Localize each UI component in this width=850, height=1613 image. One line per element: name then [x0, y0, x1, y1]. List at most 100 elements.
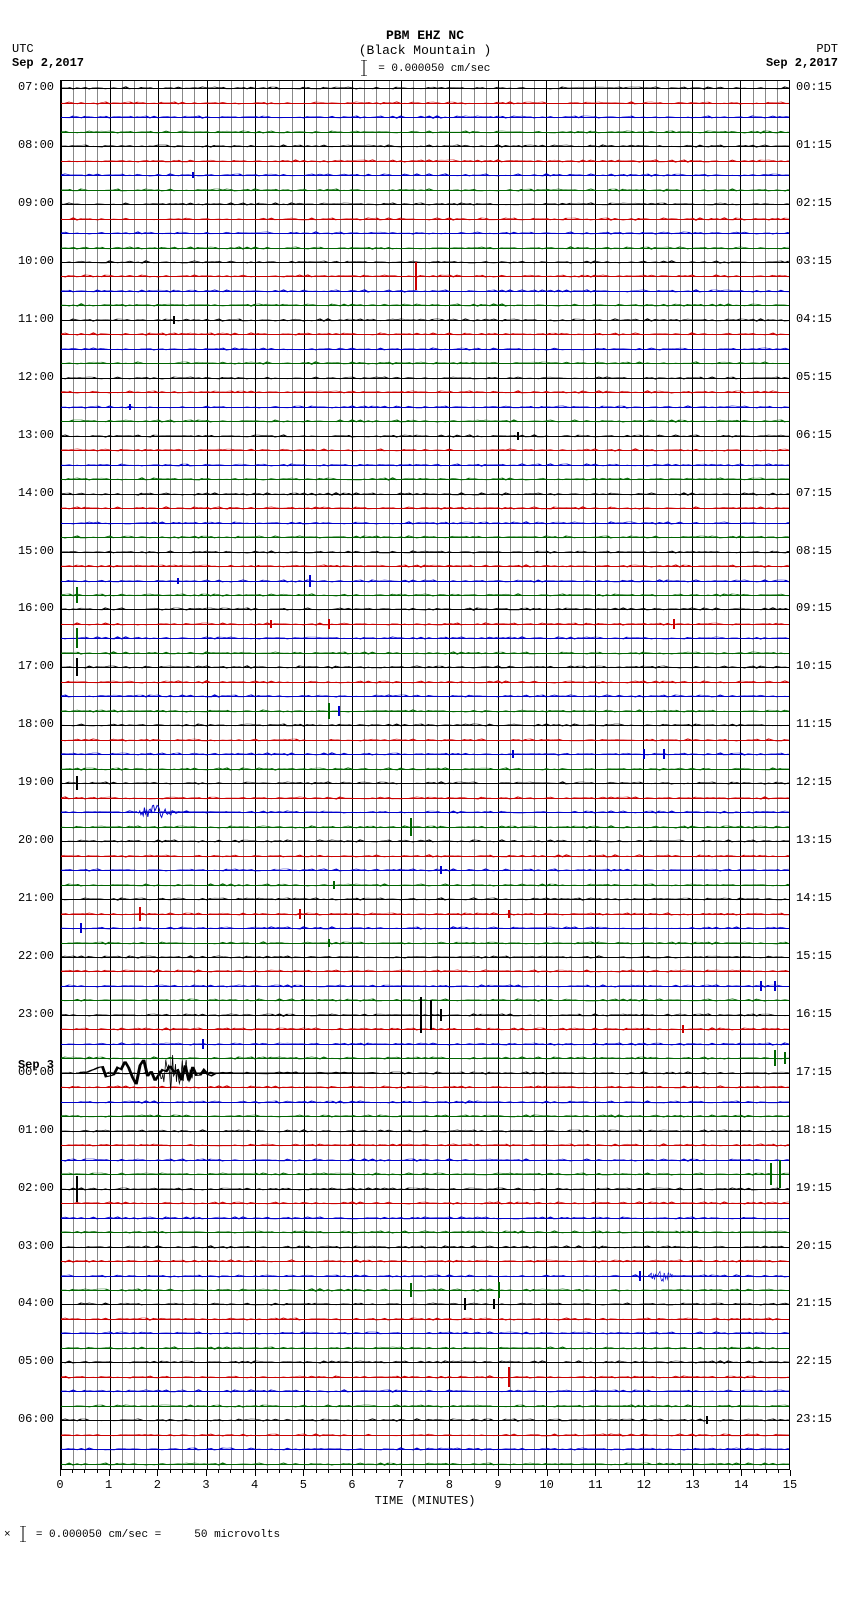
x-tick-label: 12	[637, 1478, 651, 1492]
seismic-spike	[173, 316, 175, 324]
time-label-utc: 01:00	[18, 1123, 54, 1137]
x-tick-label: 9	[494, 1478, 501, 1492]
timezone-left: UTC	[12, 42, 34, 56]
x-tick-label: 7	[397, 1478, 404, 1492]
scale-indicator-top: = 0.000050 cm/sec	[0, 60, 850, 76]
seismic-event	[158, 1045, 236, 1101]
time-label-pdt: 00:15	[796, 80, 832, 94]
time-label-pdt: 11:15	[796, 717, 832, 731]
time-label-pdt: 22:15	[796, 1354, 832, 1368]
time-label-pdt: 23:15	[796, 1412, 832, 1426]
x-tick-label: 8	[446, 1478, 453, 1492]
footer-scale: × = 0.000050 cm/sec = 50 microvolts	[0, 1510, 850, 1550]
time-label-utc: 06:00	[18, 1412, 54, 1426]
seismic-spike	[770, 1163, 772, 1185]
x-tick-label: 15	[783, 1478, 797, 1492]
date-right: Sep 2,2017	[766, 56, 838, 70]
time-label-pdt: 17:15	[796, 1065, 832, 1079]
seismic-spike	[673, 619, 675, 629]
scale-bar-icon	[19, 1526, 27, 1542]
time-label-utc: 21:00	[18, 891, 54, 905]
time-label-utc: 20:00	[18, 833, 54, 847]
seismic-spike	[328, 703, 330, 719]
time-label-pdt: 05:15	[796, 370, 832, 384]
seismic-spike	[706, 1416, 708, 1424]
time-label-utc: 16:00	[18, 601, 54, 615]
date-left: Sep 2,2017	[12, 56, 84, 70]
footer-scale-left: = 0.000050 cm/sec =	[36, 1529, 161, 1541]
x-tick-label: 5	[300, 1478, 307, 1492]
time-label-utc: 03:00	[18, 1239, 54, 1253]
time-label-pdt: 13:15	[796, 833, 832, 847]
seismic-spike	[760, 981, 762, 991]
seismic-spike	[512, 750, 514, 758]
seismic-spike	[76, 1176, 78, 1202]
seismogram-plot	[60, 80, 790, 1470]
station-code: PBM EHZ NC	[0, 28, 850, 43]
time-label-pdt: 10:15	[796, 659, 832, 673]
seismic-spike	[493, 1299, 495, 1309]
time-label-utc: 13:00	[18, 428, 54, 442]
seismic-spike	[430, 1000, 432, 1030]
seismic-spike	[76, 658, 78, 676]
time-label-utc: 18:00	[18, 717, 54, 731]
x-tick-label: 6	[348, 1478, 355, 1492]
seismic-spike	[779, 1160, 781, 1188]
seismic-spike	[299, 909, 301, 919]
time-label-pdt: 20:15	[796, 1239, 832, 1253]
plot-area: 07:0008:0009:0010:0011:0012:0013:0014:00…	[60, 80, 790, 1470]
time-label-utc: 22:00	[18, 949, 54, 963]
seismic-spike	[177, 578, 179, 584]
seismic-spike	[139, 907, 141, 921]
time-label-utc: 12:00	[18, 370, 54, 384]
time-label-pdt: 06:15	[796, 428, 832, 442]
seismic-spike	[464, 1298, 466, 1310]
seismic-spike	[440, 866, 442, 874]
x-tick-label: 11	[588, 1478, 602, 1492]
seismic-spike	[328, 619, 330, 629]
time-label-pdt: 03:15	[796, 254, 832, 268]
time-label-utc: 08:00	[18, 138, 54, 152]
seismic-spike	[517, 432, 519, 440]
seismic-spike	[682, 1025, 684, 1033]
seismic-spike	[639, 1271, 641, 1281]
seismic-spike	[270, 620, 272, 628]
seismic-spike	[420, 997, 422, 1033]
seismic-spike	[508, 910, 510, 918]
timezone-right: PDT	[816, 42, 838, 56]
time-label-pdt: 21:15	[796, 1296, 832, 1310]
time-label-utc: 23:00	[18, 1007, 54, 1021]
time-label-pdt: 01:15	[796, 138, 832, 152]
scale-value-top: = 0.000050 cm/sec	[378, 63, 490, 75]
time-label-utc: 14:00	[18, 486, 54, 500]
time-label-pdt: 14:15	[796, 891, 832, 905]
chart-header: PBM EHZ NC (Black Mountain ) = 0.000050 …	[0, 0, 850, 76]
seismic-spike	[643, 749, 645, 759]
x-tick-label: 3	[202, 1478, 209, 1492]
x-tick-label: 1	[105, 1478, 112, 1492]
seismic-spike	[784, 1052, 786, 1064]
scale-bar-icon	[360, 60, 368, 76]
seismic-spike	[76, 776, 78, 790]
x-tick-label: 0	[56, 1478, 63, 1492]
seismic-spike	[76, 587, 78, 603]
time-label-pdt: 04:15	[796, 312, 832, 326]
footer-prefix: ×	[4, 1529, 11, 1541]
seismic-spike	[498, 1282, 500, 1298]
x-tick-label: 10	[539, 1478, 553, 1492]
seismic-spike	[80, 923, 82, 933]
time-label-utc: 02:00	[18, 1181, 54, 1195]
seismic-event	[648, 1268, 701, 1284]
time-label-utc: 09:00	[18, 196, 54, 210]
seismic-spike	[415, 267, 417, 285]
time-label-utc: 04:00	[18, 1296, 54, 1310]
time-label-pdt: 02:15	[796, 196, 832, 210]
time-label-utc: 17:00	[18, 659, 54, 673]
x-axis: TIME (MINUTES) 0123456789101112131415	[60, 1470, 790, 1510]
seismic-spike	[328, 939, 330, 947]
time-label-utc: 15:00	[18, 544, 54, 558]
seismic-event	[134, 802, 226, 822]
time-label-pdt: 18:15	[796, 1123, 832, 1137]
time-label-utc: 07:00	[18, 80, 54, 94]
x-tick-label: 4	[251, 1478, 258, 1492]
